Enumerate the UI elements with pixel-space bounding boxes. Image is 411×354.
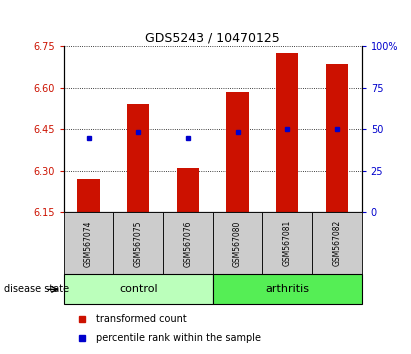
Bar: [127, 104, 149, 212]
Bar: [226, 92, 249, 212]
Bar: [64, 212, 113, 274]
Text: disease state: disease state: [4, 284, 69, 295]
Title: GDS5243 / 10470125: GDS5243 / 10470125: [145, 32, 280, 45]
Text: arthritis: arthritis: [265, 284, 309, 295]
Bar: [64, 274, 213, 304]
Text: GSM567075: GSM567075: [134, 220, 143, 267]
Bar: [177, 168, 199, 212]
Text: GSM567074: GSM567074: [84, 220, 93, 267]
Text: percentile rank within the sample: percentile rank within the sample: [97, 333, 261, 343]
Bar: [262, 212, 312, 274]
Bar: [77, 179, 100, 212]
Text: GSM567080: GSM567080: [233, 220, 242, 267]
Text: transformed count: transformed count: [97, 314, 187, 324]
Bar: [326, 64, 348, 212]
Bar: [163, 212, 213, 274]
Bar: [113, 212, 163, 274]
Text: GSM567076: GSM567076: [183, 220, 192, 267]
Bar: [213, 212, 262, 274]
Bar: [276, 53, 298, 212]
Bar: [213, 274, 362, 304]
Text: control: control: [119, 284, 157, 295]
Bar: [312, 212, 362, 274]
Text: GSM567081: GSM567081: [283, 220, 292, 267]
Text: GSM567082: GSM567082: [332, 220, 342, 267]
